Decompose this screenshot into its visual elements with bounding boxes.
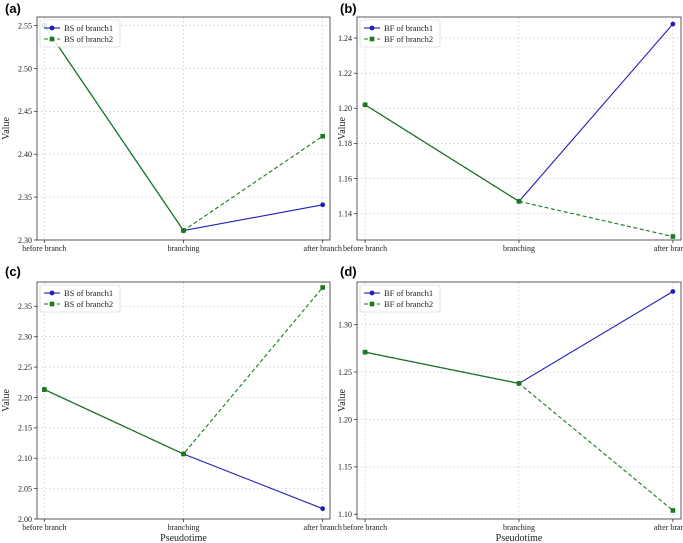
y-tick-label: 1.18 bbox=[338, 139, 352, 148]
legend-box bbox=[359, 284, 441, 313]
legend-marker-2 bbox=[369, 301, 375, 307]
y-tick-label: 2.30 bbox=[18, 332, 32, 341]
y-tick-label: 2.50 bbox=[18, 64, 32, 73]
x-tick-label: branching bbox=[503, 523, 535, 532]
series-line-2-shared bbox=[364, 351, 520, 384]
y-tick-label: 2.25 bbox=[18, 363, 32, 372]
data-point-s1-2 bbox=[670, 289, 676, 294]
y-axis-label: Value bbox=[337, 389, 348, 412]
data-point-s2-2 bbox=[670, 234, 676, 239]
legend-marker-2 bbox=[49, 36, 55, 42]
y-axis-label: Value bbox=[337, 117, 348, 140]
legend-box bbox=[359, 19, 441, 48]
legend-box bbox=[39, 19, 121, 48]
legend-marker-1 bbox=[49, 290, 55, 296]
data-point-s2-2 bbox=[320, 133, 325, 139]
series-line-2-shared bbox=[364, 104, 520, 202]
y-tick-label: 1.16 bbox=[338, 174, 352, 183]
legend-marker-2 bbox=[49, 301, 55, 307]
legend-box bbox=[39, 284, 121, 313]
data-point-s2-0 bbox=[42, 387, 47, 392]
y-tick-label: 1.10 bbox=[338, 510, 352, 519]
x-tick-label: after branch bbox=[654, 523, 683, 532]
legend-label-1: BF of branch1 bbox=[384, 23, 433, 33]
series-line-2-shared bbox=[44, 389, 184, 455]
y-tick-label: 2.35 bbox=[18, 193, 32, 202]
chart-panel-a: (a) 2.30 2.35 2.40 2.45 2.50 2.55 before branch… bbox=[1, 1, 342, 253]
data-point-s2-0 bbox=[362, 102, 368, 108]
legend-marker-1 bbox=[369, 25, 375, 31]
series-line-2 bbox=[43, 25, 323, 232]
legend-marker-1 bbox=[49, 25, 55, 31]
y-axis-label: Value bbox=[1, 117, 12, 140]
panel-label: (a) bbox=[5, 1, 21, 16]
data-point-s1-2 bbox=[320, 506, 326, 512]
y-tick-label: 1.22 bbox=[338, 69, 352, 78]
data-point-s2-1 bbox=[516, 199, 522, 204]
y-tick-label: 1.20 bbox=[338, 104, 352, 113]
legend-marker-1 bbox=[369, 290, 375, 296]
y-tick-label: 2.45 bbox=[18, 107, 32, 116]
x-tick-label: branching bbox=[168, 523, 200, 532]
y-tick-label: 2.40 bbox=[18, 150, 32, 159]
y-tick-label: 2.05 bbox=[18, 484, 32, 493]
x-tick-label: before branch bbox=[343, 244, 387, 253]
y-axis-label: Value bbox=[1, 389, 12, 412]
data-point-s1-2 bbox=[670, 21, 676, 27]
chart-panel-b: (b) 1.14 1.16 1.18 1.20 1.22 1.24 before branch… bbox=[337, 1, 683, 253]
legend-label-2: BF of branch2 bbox=[384, 34, 433, 44]
y-tick-label: 1.14 bbox=[338, 209, 352, 218]
x-tick-label: branching bbox=[503, 244, 535, 253]
legend-label-1: BF of branch1 bbox=[384, 288, 433, 298]
panel-label: (b) bbox=[340, 1, 357, 16]
y-tick-label: 2.55 bbox=[18, 21, 32, 30]
data-point-s2-1 bbox=[516, 381, 522, 386]
legend-label-2: BS of branch2 bbox=[64, 34, 113, 44]
data-point-s2-0 bbox=[362, 349, 368, 355]
legend-label-2: BF of branch2 bbox=[384, 299, 433, 309]
y-tick-label: 2.30 bbox=[18, 236, 32, 245]
panel-label: (d) bbox=[340, 264, 357, 279]
x-tick-label: branching bbox=[168, 244, 200, 253]
y-tick-label: 1.25 bbox=[338, 368, 352, 377]
legend-label-1: BS of branch1 bbox=[64, 288, 113, 298]
x-axis-label: Pseudotime bbox=[496, 533, 543, 543]
panel-label: (c) bbox=[5, 264, 21, 279]
y-tick-label: 1.30 bbox=[338, 320, 352, 329]
y-tick-label: 2.10 bbox=[18, 454, 32, 463]
y-tick-label: 2.35 bbox=[18, 302, 32, 311]
y-tick-label: 1.24 bbox=[338, 34, 352, 43]
x-tick-label: before branch bbox=[343, 523, 387, 532]
data-point-s2-2 bbox=[320, 285, 325, 290]
chart-panel-c: (c) 2.00 2.05 2.10 2.15 2.20 2.25 2.30 2.35 befor… bbox=[1, 264, 342, 543]
y-tick-label: 2.15 bbox=[18, 424, 32, 433]
y-tick-label: 1.15 bbox=[338, 463, 352, 472]
chart-panel-d: (d) 1.10 1.15 1.20 1.25 1.30 before branch bran… bbox=[337, 264, 683, 543]
y-tick-label: 1.20 bbox=[338, 415, 352, 424]
x-tick-label: after branch bbox=[303, 244, 341, 253]
series-line-1 bbox=[43, 25, 323, 232]
series-line-2-shared bbox=[43, 25, 184, 231]
legend-label-1: BS of branch1 bbox=[64, 23, 113, 33]
y-tick-label: 2.20 bbox=[18, 393, 32, 402]
x-tick-label: after branch bbox=[303, 523, 341, 532]
x-axis-label: Pseudotime bbox=[160, 533, 207, 543]
x-tick-label: before branch bbox=[22, 244, 66, 253]
data-point-s2-1 bbox=[181, 451, 186, 457]
y-tick-label: 2.00 bbox=[18, 515, 32, 524]
data-point-s1-2 bbox=[320, 202, 326, 208]
data-point-s2-1 bbox=[181, 228, 186, 233]
legend-marker-2 bbox=[369, 36, 375, 42]
data-point-s2-2 bbox=[670, 508, 676, 513]
x-tick-label: before branch bbox=[22, 523, 66, 532]
legend-label-2: BS of branch2 bbox=[64, 299, 113, 309]
x-tick-label: after branch bbox=[654, 244, 683, 253]
